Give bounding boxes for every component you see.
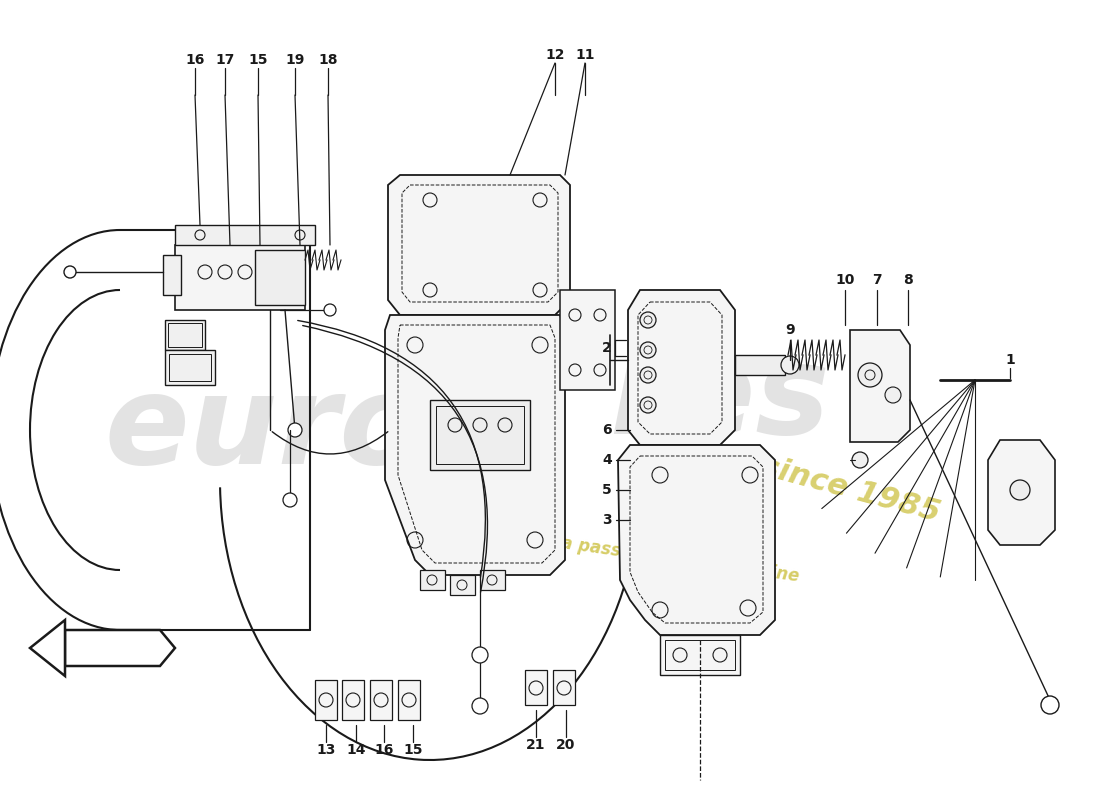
Circle shape (1010, 480, 1030, 500)
Text: 19: 19 (285, 53, 305, 67)
Circle shape (658, 493, 672, 507)
Text: 20: 20 (557, 738, 575, 752)
Text: a passion for parts online: a passion for parts online (560, 534, 800, 586)
Circle shape (283, 493, 297, 507)
Bar (666, 640, 735, 670)
Text: 15: 15 (249, 53, 267, 67)
Bar (163, 255, 182, 295)
Text: res: res (609, 339, 830, 461)
Bar (168, 323, 202, 347)
Circle shape (852, 452, 868, 468)
Circle shape (324, 304, 336, 316)
Circle shape (1041, 696, 1059, 714)
Text: 8: 8 (903, 273, 913, 287)
Text: 1: 1 (1005, 353, 1015, 367)
Circle shape (64, 266, 76, 278)
Text: 16: 16 (185, 53, 205, 67)
Bar (436, 406, 524, 464)
Bar (255, 250, 305, 305)
Polygon shape (988, 440, 1055, 545)
Polygon shape (65, 630, 175, 666)
Bar (342, 680, 364, 720)
Text: 11: 11 (575, 48, 595, 62)
Text: 13: 13 (317, 743, 336, 757)
Bar (315, 680, 337, 720)
Bar (175, 225, 315, 245)
Bar (165, 320, 205, 350)
Text: 2: 2 (602, 341, 612, 355)
Bar (560, 290, 615, 390)
Text: 18: 18 (318, 53, 338, 67)
Circle shape (640, 367, 656, 383)
Circle shape (640, 397, 656, 413)
Text: 3: 3 (602, 513, 612, 527)
Bar (175, 245, 305, 310)
Polygon shape (850, 330, 910, 442)
Circle shape (472, 647, 488, 663)
Polygon shape (628, 290, 735, 445)
Bar (430, 400, 530, 470)
Bar (370, 680, 392, 720)
Text: 4: 4 (602, 453, 612, 467)
Circle shape (641, 453, 654, 467)
Circle shape (648, 473, 662, 487)
Text: 9: 9 (785, 323, 795, 337)
Polygon shape (385, 315, 565, 575)
Bar (660, 635, 740, 675)
Text: 10: 10 (835, 273, 855, 287)
Text: 12: 12 (546, 48, 564, 62)
Text: 7: 7 (872, 273, 882, 287)
Bar (169, 354, 211, 381)
Text: 17: 17 (216, 53, 234, 67)
Text: since 1985: since 1985 (757, 452, 943, 528)
Bar (165, 350, 214, 385)
Bar (553, 670, 575, 705)
Text: 5: 5 (602, 483, 612, 497)
Circle shape (472, 698, 488, 714)
Circle shape (781, 356, 799, 374)
Polygon shape (618, 445, 776, 635)
Bar (480, 570, 505, 590)
Text: 14: 14 (346, 743, 365, 757)
Circle shape (640, 312, 656, 328)
Circle shape (640, 342, 656, 358)
Polygon shape (388, 175, 570, 315)
Text: 15: 15 (404, 743, 422, 757)
Circle shape (288, 423, 302, 437)
Bar (398, 680, 420, 720)
Text: europ: europ (104, 370, 516, 490)
Circle shape (668, 513, 682, 527)
Bar (735, 355, 785, 375)
Circle shape (858, 363, 882, 387)
Circle shape (886, 387, 901, 403)
Polygon shape (30, 620, 65, 676)
Bar (525, 670, 547, 705)
Text: 21: 21 (526, 738, 546, 752)
Bar (420, 570, 446, 590)
Text: 16: 16 (374, 743, 394, 757)
Bar (450, 575, 475, 595)
Text: 6: 6 (602, 423, 612, 437)
